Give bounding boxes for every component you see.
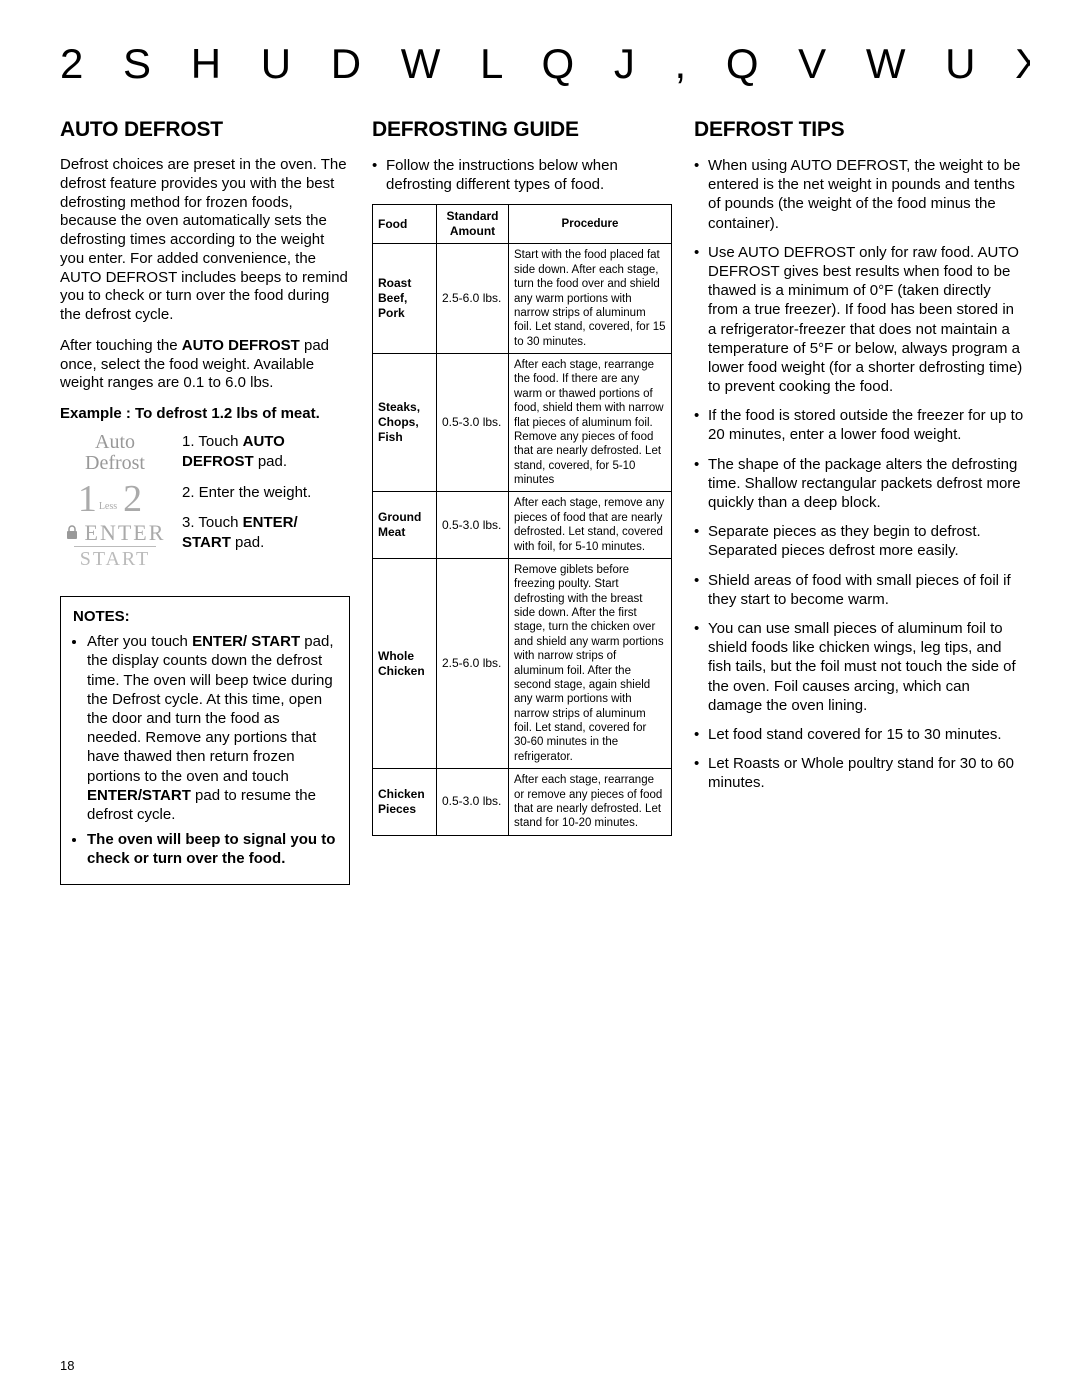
ctrl-num-2: 2: [123, 478, 152, 520]
step1-pre: 1. Touch: [182, 433, 243, 450]
cell-food: Ground Meat: [373, 492, 437, 559]
auto-defrost-p2: After touching the AUTO DEFROST pad once…: [60, 337, 350, 393]
ctrl-less-label: Less: [99, 501, 117, 512]
th-amount: Standard Amount: [437, 205, 509, 244]
step3-b2: START: [182, 534, 231, 551]
table-row: Steaks, Chops, Fish0.5-3.0 lbs.After eac…: [373, 354, 672, 492]
step-3: 3. Touch ENTER/START pad.: [182, 513, 311, 554]
cell-procedure: After each stage, rearrange the food. If…: [509, 354, 672, 492]
guide-heading: Defrosting Guide: [372, 118, 672, 142]
example-steps: 1. Touch AUTO DEFROST pad. 2. Enter the w…: [182, 432, 311, 563]
p2-bold: AUTO DEFROST: [182, 337, 300, 354]
tip-item: When using AUTO DEFROST, the weight to b…: [694, 156, 1024, 233]
defrosting-guide-section: Defrosting Guide Follow the instructions…: [372, 118, 672, 836]
defrost-tips-section: Defrost Tips When using AUTO DEFROST, th…: [694, 118, 1024, 802]
table-row: Whole Chicken2.5-6.0 lbs.Remove giblets …: [373, 558, 672, 768]
step3-pre: 3. Touch: [182, 514, 243, 531]
control-pad-graphic: Auto Defrost 1Less 2 ENTER START: [60, 432, 170, 570]
cell-food: Roast Beef, Pork: [373, 244, 437, 354]
auto-defrost-section: Auto Defrost Defrost choices are preset …: [60, 118, 350, 885]
lock-icon: [65, 525, 79, 541]
auto-defrost-heading: Auto Defrost: [60, 118, 350, 142]
cell-amount: 2.5-6.0 lbs.: [437, 558, 509, 768]
tip-item: Shield areas of food with small pieces o…: [694, 571, 1024, 609]
th-food: Food: [373, 205, 437, 244]
tip-item: Separate pieces as they begin to defrost…: [694, 522, 1024, 560]
step-2: 2. Enter the weight.: [182, 483, 311, 503]
ctrl-enter-label: ENTER: [85, 522, 166, 544]
cell-food: Chicken Pieces: [373, 769, 437, 836]
page-number: 18: [60, 1358, 74, 1373]
step1-b1: AUTO: [243, 433, 285, 450]
cell-food: Steaks, Chops, Fish: [373, 354, 437, 492]
example-heading: Example : To defrost 1.2 lbs of meat.: [60, 405, 350, 422]
cell-procedure: After each stage, remove any pieces of f…: [509, 492, 672, 559]
cell-procedure: After each stage, rearrange or remove an…: [509, 769, 672, 836]
cell-amount: 0.5-3.0 lbs.: [437, 769, 509, 836]
step1-b2: DEFROST: [182, 453, 254, 470]
cell-amount: 0.5-3.0 lbs.: [437, 354, 509, 492]
tip-item: The shape of the package alters the defr…: [694, 455, 1024, 513]
note1-bold: ENTER/ START: [192, 633, 300, 650]
tip-item: Use AUTO DEFROST only for raw food. AUTO…: [694, 243, 1024, 397]
tips-list: When using AUTO DEFROST, the weight to b…: [694, 156, 1024, 792]
note-2: The oven will beep to signal you to chec…: [87, 830, 337, 868]
p2-pre: After touching the: [60, 337, 182, 354]
table-row: Roast Beef, Pork2.5-6.0 lbs.Start with t…: [373, 244, 672, 354]
notes-box: NOTES: After you touch ENTER/ START pad,…: [60, 596, 350, 885]
ctrl-start-label: START: [80, 548, 151, 570]
table-row: Ground Meat0.5-3.0 lbs.After each stage,…: [373, 492, 672, 559]
guide-intro: Follow the instructions below when defro…: [372, 156, 672, 194]
ctrl-label-auto: Auto: [60, 432, 170, 453]
step3-b1: ENTER/: [243, 514, 298, 531]
tip-item: Let Roasts or Whole poultry stand for 30…: [694, 754, 1024, 792]
note-1: After you touch ENTER/ START pad, the di…: [87, 632, 337, 824]
table-row: Chicken Pieces0.5-3.0 lbs.After each sta…: [373, 769, 672, 836]
cell-amount: 0.5-3.0 lbs.: [437, 492, 509, 559]
cell-food: Whole Chicken: [373, 558, 437, 768]
notes-heading: NOTES:: [73, 607, 337, 626]
cell-procedure: Start with the food placed fat side down…: [509, 244, 672, 354]
note1-post: pad, the display counts down the defrost…: [87, 633, 334, 784]
note1-bold2: ENTER/START: [87, 787, 191, 804]
cell-amount: 2.5-6.0 lbs.: [437, 244, 509, 354]
auto-defrost-p1: Defrost choices are preset in the oven. …: [60, 156, 350, 325]
step1-post: pad.: [254, 453, 287, 470]
th-procedure: Procedure: [509, 205, 672, 244]
cell-procedure: Remove giblets before freezing poulty. S…: [509, 558, 672, 768]
tips-heading: Defrost Tips: [694, 118, 1024, 142]
tip-item: Let food stand covered for 15 to 30 minu…: [694, 725, 1024, 744]
tip-item: If the food is stored outside the freeze…: [694, 406, 1024, 444]
page-title: 2 S H U D W L Q J , Q V W U X F W L R: [60, 40, 1030, 88]
defrost-guide-table: Food Standard Amount Procedure Roast Bee…: [372, 204, 672, 835]
note1-pre: After you touch: [87, 633, 192, 650]
ctrl-number-row: 1Less 2: [60, 480, 170, 518]
tip-item: You can use small pieces of alu­minum fo…: [694, 619, 1024, 715]
step-1: 1. Touch AUTO DEFROST pad.: [182, 432, 311, 473]
step3-post: pad.: [231, 534, 264, 551]
ctrl-label-defrost: Defrost: [60, 453, 170, 474]
ctrl-num-1: 1: [78, 478, 107, 520]
